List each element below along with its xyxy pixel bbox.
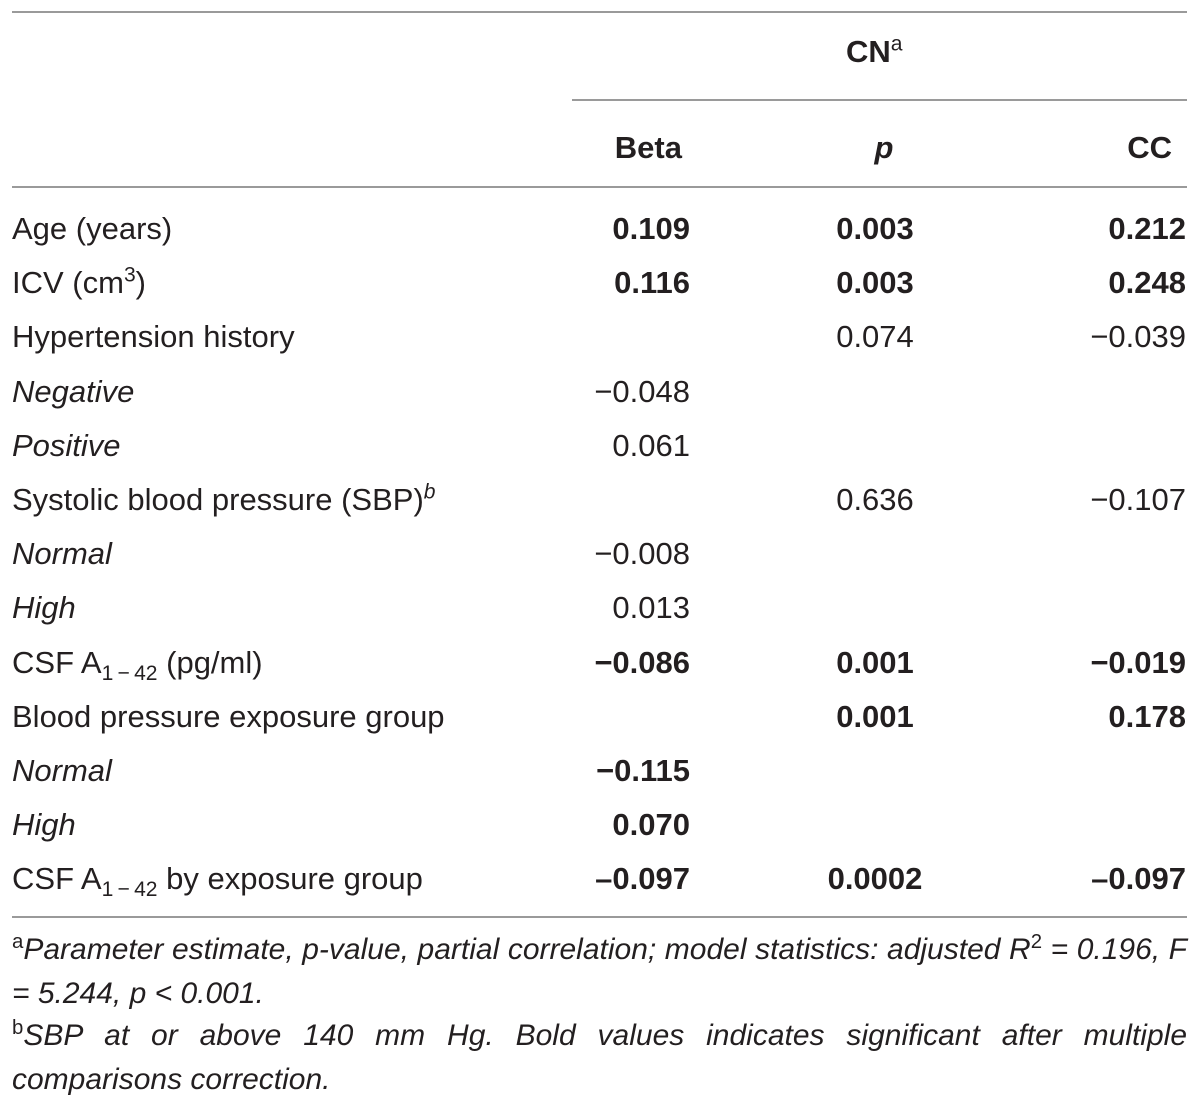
group-header: CNa bbox=[846, 32, 903, 69]
row-label: Negative bbox=[12, 374, 135, 409]
beta-value: −0.008 bbox=[594, 536, 690, 571]
p-value: 0.074 bbox=[836, 319, 914, 354]
p-value: 0.0002 bbox=[827, 861, 923, 896]
beta-value: 0.070 bbox=[612, 807, 690, 842]
group-footnote-mark: a bbox=[890, 32, 903, 56]
header-rule bbox=[12, 186, 1187, 188]
beta-value: −0.086 bbox=[594, 645, 690, 680]
row-label: Age (years) bbox=[12, 211, 173, 246]
cc-value: –0.097 bbox=[1091, 861, 1186, 896]
row-label: Normal bbox=[12, 536, 112, 571]
beta-value: 0.013 bbox=[612, 590, 690, 625]
beta-value: –0.097 bbox=[595, 861, 690, 896]
footnote-a: aParameter estimate, p-value, partial co… bbox=[12, 931, 1187, 1010]
p-value: 0.636 bbox=[836, 482, 914, 517]
beta-value: −0.115 bbox=[596, 753, 690, 788]
row-label: High bbox=[12, 807, 76, 842]
row-label: Positive bbox=[12, 428, 121, 463]
row-label: CSF A1 − 42 (pg/ml) bbox=[12, 645, 263, 686]
footnote-b: bSBP at or above 140 mm Hg. Bold values … bbox=[12, 1017, 1187, 1096]
group-rule bbox=[572, 99, 1187, 101]
p-value: 0.001 bbox=[836, 645, 914, 680]
beta-value: −0.048 bbox=[594, 374, 690, 409]
beta-value: 0.061 bbox=[612, 428, 690, 463]
cc-value: −0.039 bbox=[1090, 319, 1186, 354]
p-value: 0.003 bbox=[836, 265, 914, 300]
row-label: High bbox=[12, 590, 76, 625]
row-label: Blood pressure exposure group bbox=[12, 699, 445, 734]
row-label: CSF A1 − 42 by exposure group bbox=[12, 861, 423, 902]
cc-value: 0.248 bbox=[1108, 265, 1186, 300]
row-label: Hypertension history bbox=[12, 319, 295, 354]
cc-value: 0.178 bbox=[1108, 699, 1186, 734]
column-header-p: p bbox=[874, 130, 894, 165]
beta-value: 0.116 bbox=[614, 265, 690, 300]
column-header-cc: CC bbox=[1127, 130, 1172, 165]
cc-value: −0.019 bbox=[1090, 645, 1186, 680]
column-header-beta: Beta bbox=[614, 130, 682, 165]
row-label: ICV (cm3) bbox=[12, 263, 146, 300]
cc-value: −0.107 bbox=[1090, 482, 1186, 517]
top-rule bbox=[12, 11, 1187, 13]
p-value: 0.003 bbox=[836, 211, 914, 246]
cc-value: 0.212 bbox=[1108, 211, 1186, 246]
beta-value: 0.109 bbox=[612, 211, 690, 246]
bottom-rule bbox=[12, 916, 1187, 918]
row-label: Normal bbox=[12, 753, 112, 788]
row-label: Systolic blood pressure (SBP)b bbox=[12, 480, 436, 517]
p-value: 0.001 bbox=[836, 699, 914, 734]
